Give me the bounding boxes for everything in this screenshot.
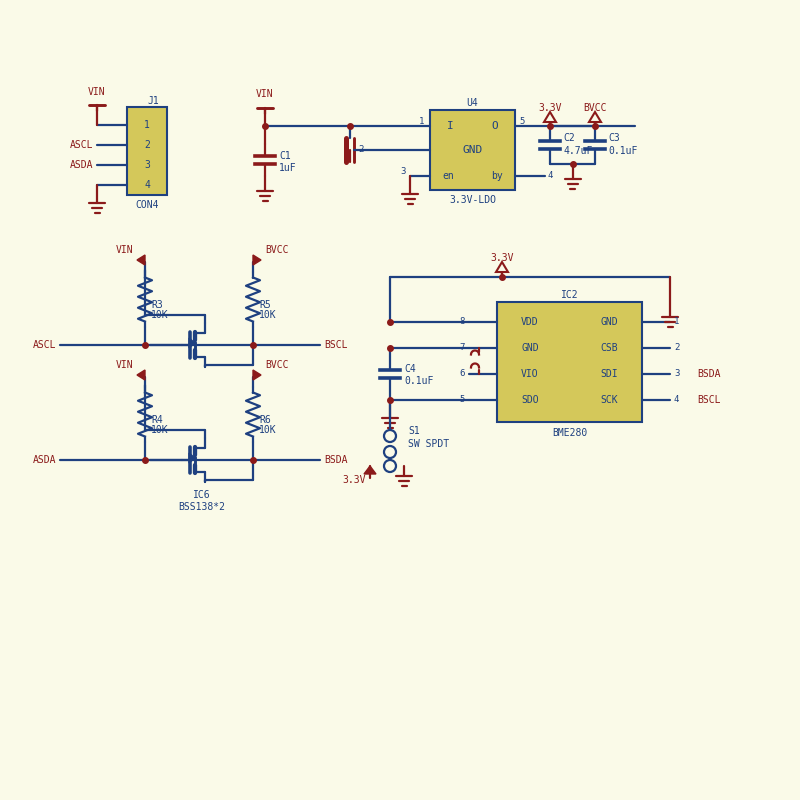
Text: VIO: VIO bbox=[521, 369, 539, 379]
Text: R4: R4 bbox=[151, 415, 162, 425]
Polygon shape bbox=[189, 338, 195, 348]
Text: C2: C2 bbox=[563, 133, 574, 143]
Text: SDO: SDO bbox=[521, 395, 539, 405]
Text: 10K: 10K bbox=[151, 425, 169, 435]
Text: C4: C4 bbox=[404, 364, 416, 374]
Text: ASDA: ASDA bbox=[33, 455, 56, 465]
Text: ASCL: ASCL bbox=[70, 140, 93, 150]
Text: BSCL: BSCL bbox=[697, 395, 721, 405]
Text: BSDA: BSDA bbox=[697, 369, 721, 379]
Text: BVCC: BVCC bbox=[265, 360, 289, 370]
Text: R3: R3 bbox=[151, 300, 162, 310]
Text: 10K: 10K bbox=[259, 310, 277, 320]
Text: 3: 3 bbox=[144, 160, 150, 170]
Bar bbox=[127, 107, 167, 195]
Text: 4: 4 bbox=[674, 395, 679, 405]
Text: 2: 2 bbox=[674, 343, 679, 353]
Text: 4: 4 bbox=[144, 180, 150, 190]
Text: en: en bbox=[442, 171, 454, 181]
Text: J1: J1 bbox=[147, 96, 158, 106]
Text: CON4: CON4 bbox=[135, 200, 158, 210]
Text: 0.1uF: 0.1uF bbox=[608, 146, 638, 156]
Text: SDI: SDI bbox=[600, 369, 618, 379]
Polygon shape bbox=[137, 255, 145, 265]
Text: 3.3V: 3.3V bbox=[538, 103, 562, 113]
Text: 7: 7 bbox=[460, 343, 465, 353]
Polygon shape bbox=[496, 262, 508, 272]
Text: 3: 3 bbox=[401, 166, 406, 175]
Text: by: by bbox=[491, 171, 503, 181]
Text: VIN: VIN bbox=[256, 89, 274, 99]
Text: 5: 5 bbox=[460, 395, 465, 405]
Text: U4: U4 bbox=[466, 98, 478, 108]
Text: 1: 1 bbox=[418, 117, 424, 126]
Text: 4.7uF: 4.7uF bbox=[563, 146, 592, 156]
Text: 0.1uF: 0.1uF bbox=[404, 376, 434, 386]
Text: S1: S1 bbox=[408, 426, 420, 436]
Text: 2: 2 bbox=[358, 146, 363, 154]
Text: ASCL: ASCL bbox=[33, 340, 56, 350]
Text: 5: 5 bbox=[519, 117, 524, 126]
Text: GND: GND bbox=[521, 343, 539, 353]
Text: BSDA: BSDA bbox=[324, 455, 347, 465]
Bar bbox=[430, 110, 515, 190]
Text: IC6: IC6 bbox=[193, 490, 211, 500]
Text: 6: 6 bbox=[460, 370, 465, 378]
Text: 3.3V: 3.3V bbox=[342, 475, 366, 485]
Text: BSS138*2: BSS138*2 bbox=[178, 502, 226, 512]
Text: BSCL: BSCL bbox=[324, 340, 347, 350]
Text: 1: 1 bbox=[674, 318, 679, 326]
Text: 10K: 10K bbox=[151, 310, 169, 320]
Text: 1uF: 1uF bbox=[279, 163, 297, 173]
Text: GND: GND bbox=[462, 145, 482, 155]
Text: C1: C1 bbox=[279, 151, 290, 161]
Polygon shape bbox=[544, 112, 556, 122]
Text: ASDA: ASDA bbox=[70, 160, 93, 170]
Text: VIN: VIN bbox=[115, 245, 133, 255]
Text: 10K: 10K bbox=[259, 425, 277, 435]
Text: BME280: BME280 bbox=[552, 428, 587, 438]
Text: BVCC: BVCC bbox=[265, 245, 289, 255]
Polygon shape bbox=[364, 466, 376, 474]
Text: SCK: SCK bbox=[600, 395, 618, 405]
Text: 1: 1 bbox=[144, 120, 150, 130]
Text: IC2: IC2 bbox=[561, 290, 578, 300]
Polygon shape bbox=[253, 255, 261, 265]
Text: I: I bbox=[446, 121, 454, 131]
Text: SW SPDT: SW SPDT bbox=[408, 439, 449, 449]
Text: CSB: CSB bbox=[600, 343, 618, 353]
Text: VIN: VIN bbox=[88, 87, 106, 97]
Text: R6: R6 bbox=[259, 415, 270, 425]
Polygon shape bbox=[589, 112, 601, 122]
Text: 2: 2 bbox=[144, 140, 150, 150]
Text: 3.3V: 3.3V bbox=[490, 253, 514, 263]
Polygon shape bbox=[189, 453, 195, 463]
Text: O: O bbox=[492, 121, 498, 131]
Polygon shape bbox=[137, 370, 145, 380]
Text: 8: 8 bbox=[460, 318, 465, 326]
Text: BVCC: BVCC bbox=[583, 103, 606, 113]
Text: VIN: VIN bbox=[115, 360, 133, 370]
Text: 4: 4 bbox=[547, 171, 552, 181]
Text: 3: 3 bbox=[674, 370, 679, 378]
Text: C3: C3 bbox=[608, 133, 620, 143]
Text: VDD: VDD bbox=[521, 317, 539, 327]
Text: R5: R5 bbox=[259, 300, 270, 310]
Text: 3.3V-LDO: 3.3V-LDO bbox=[449, 195, 496, 205]
Text: GND: GND bbox=[600, 317, 618, 327]
Polygon shape bbox=[253, 370, 261, 380]
Bar bbox=[497, 302, 642, 422]
